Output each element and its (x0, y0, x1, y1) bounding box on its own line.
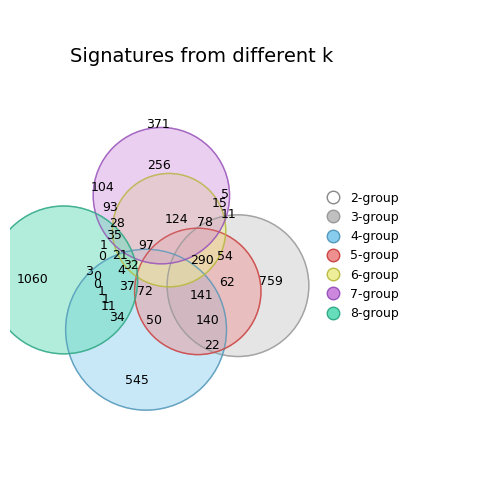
Text: 1060: 1060 (17, 274, 48, 286)
Legend: 2-group, 3-group, 4-group, 5-group, 6-group, 7-group, 8-group: 2-group, 3-group, 4-group, 5-group, 6-gr… (315, 186, 404, 325)
Text: 28: 28 (109, 217, 124, 230)
Text: 93: 93 (102, 201, 118, 214)
Text: 1: 1 (102, 293, 110, 305)
Text: 0: 0 (98, 249, 106, 263)
Text: 11: 11 (221, 208, 236, 221)
Text: 72: 72 (137, 285, 153, 298)
Text: 22: 22 (204, 339, 219, 351)
Text: 15: 15 (211, 197, 227, 210)
Text: 37: 37 (119, 280, 135, 292)
Text: 35: 35 (106, 229, 122, 241)
Text: 21: 21 (112, 249, 129, 262)
Text: 256: 256 (148, 159, 171, 171)
Title: Signatures from different k: Signatures from different k (70, 47, 333, 66)
Text: 141: 141 (190, 289, 213, 302)
Circle shape (66, 249, 226, 410)
Circle shape (93, 128, 229, 264)
Text: 11: 11 (101, 300, 116, 313)
Circle shape (112, 173, 226, 287)
Text: 290: 290 (190, 255, 214, 267)
Text: 32: 32 (123, 259, 139, 272)
Text: 4: 4 (117, 264, 125, 277)
Circle shape (0, 206, 138, 354)
Text: 759: 759 (259, 275, 282, 288)
Text: 62: 62 (219, 277, 235, 289)
Text: 0: 0 (93, 270, 101, 283)
Text: 545: 545 (124, 374, 148, 387)
Text: 371: 371 (146, 118, 169, 131)
Text: 1: 1 (98, 285, 106, 298)
Text: 140: 140 (196, 314, 220, 328)
Text: 50: 50 (146, 313, 162, 327)
Text: 78: 78 (198, 216, 213, 229)
Circle shape (167, 215, 309, 356)
Text: 104: 104 (91, 181, 114, 195)
Text: 124: 124 (165, 213, 188, 226)
Text: 5: 5 (221, 188, 229, 202)
Text: 54: 54 (217, 250, 232, 264)
Text: 3: 3 (85, 265, 93, 278)
Text: 0: 0 (93, 278, 101, 291)
Text: 34: 34 (109, 311, 124, 324)
Circle shape (135, 228, 261, 355)
Text: 1: 1 (100, 239, 107, 252)
Text: 97: 97 (138, 239, 154, 252)
